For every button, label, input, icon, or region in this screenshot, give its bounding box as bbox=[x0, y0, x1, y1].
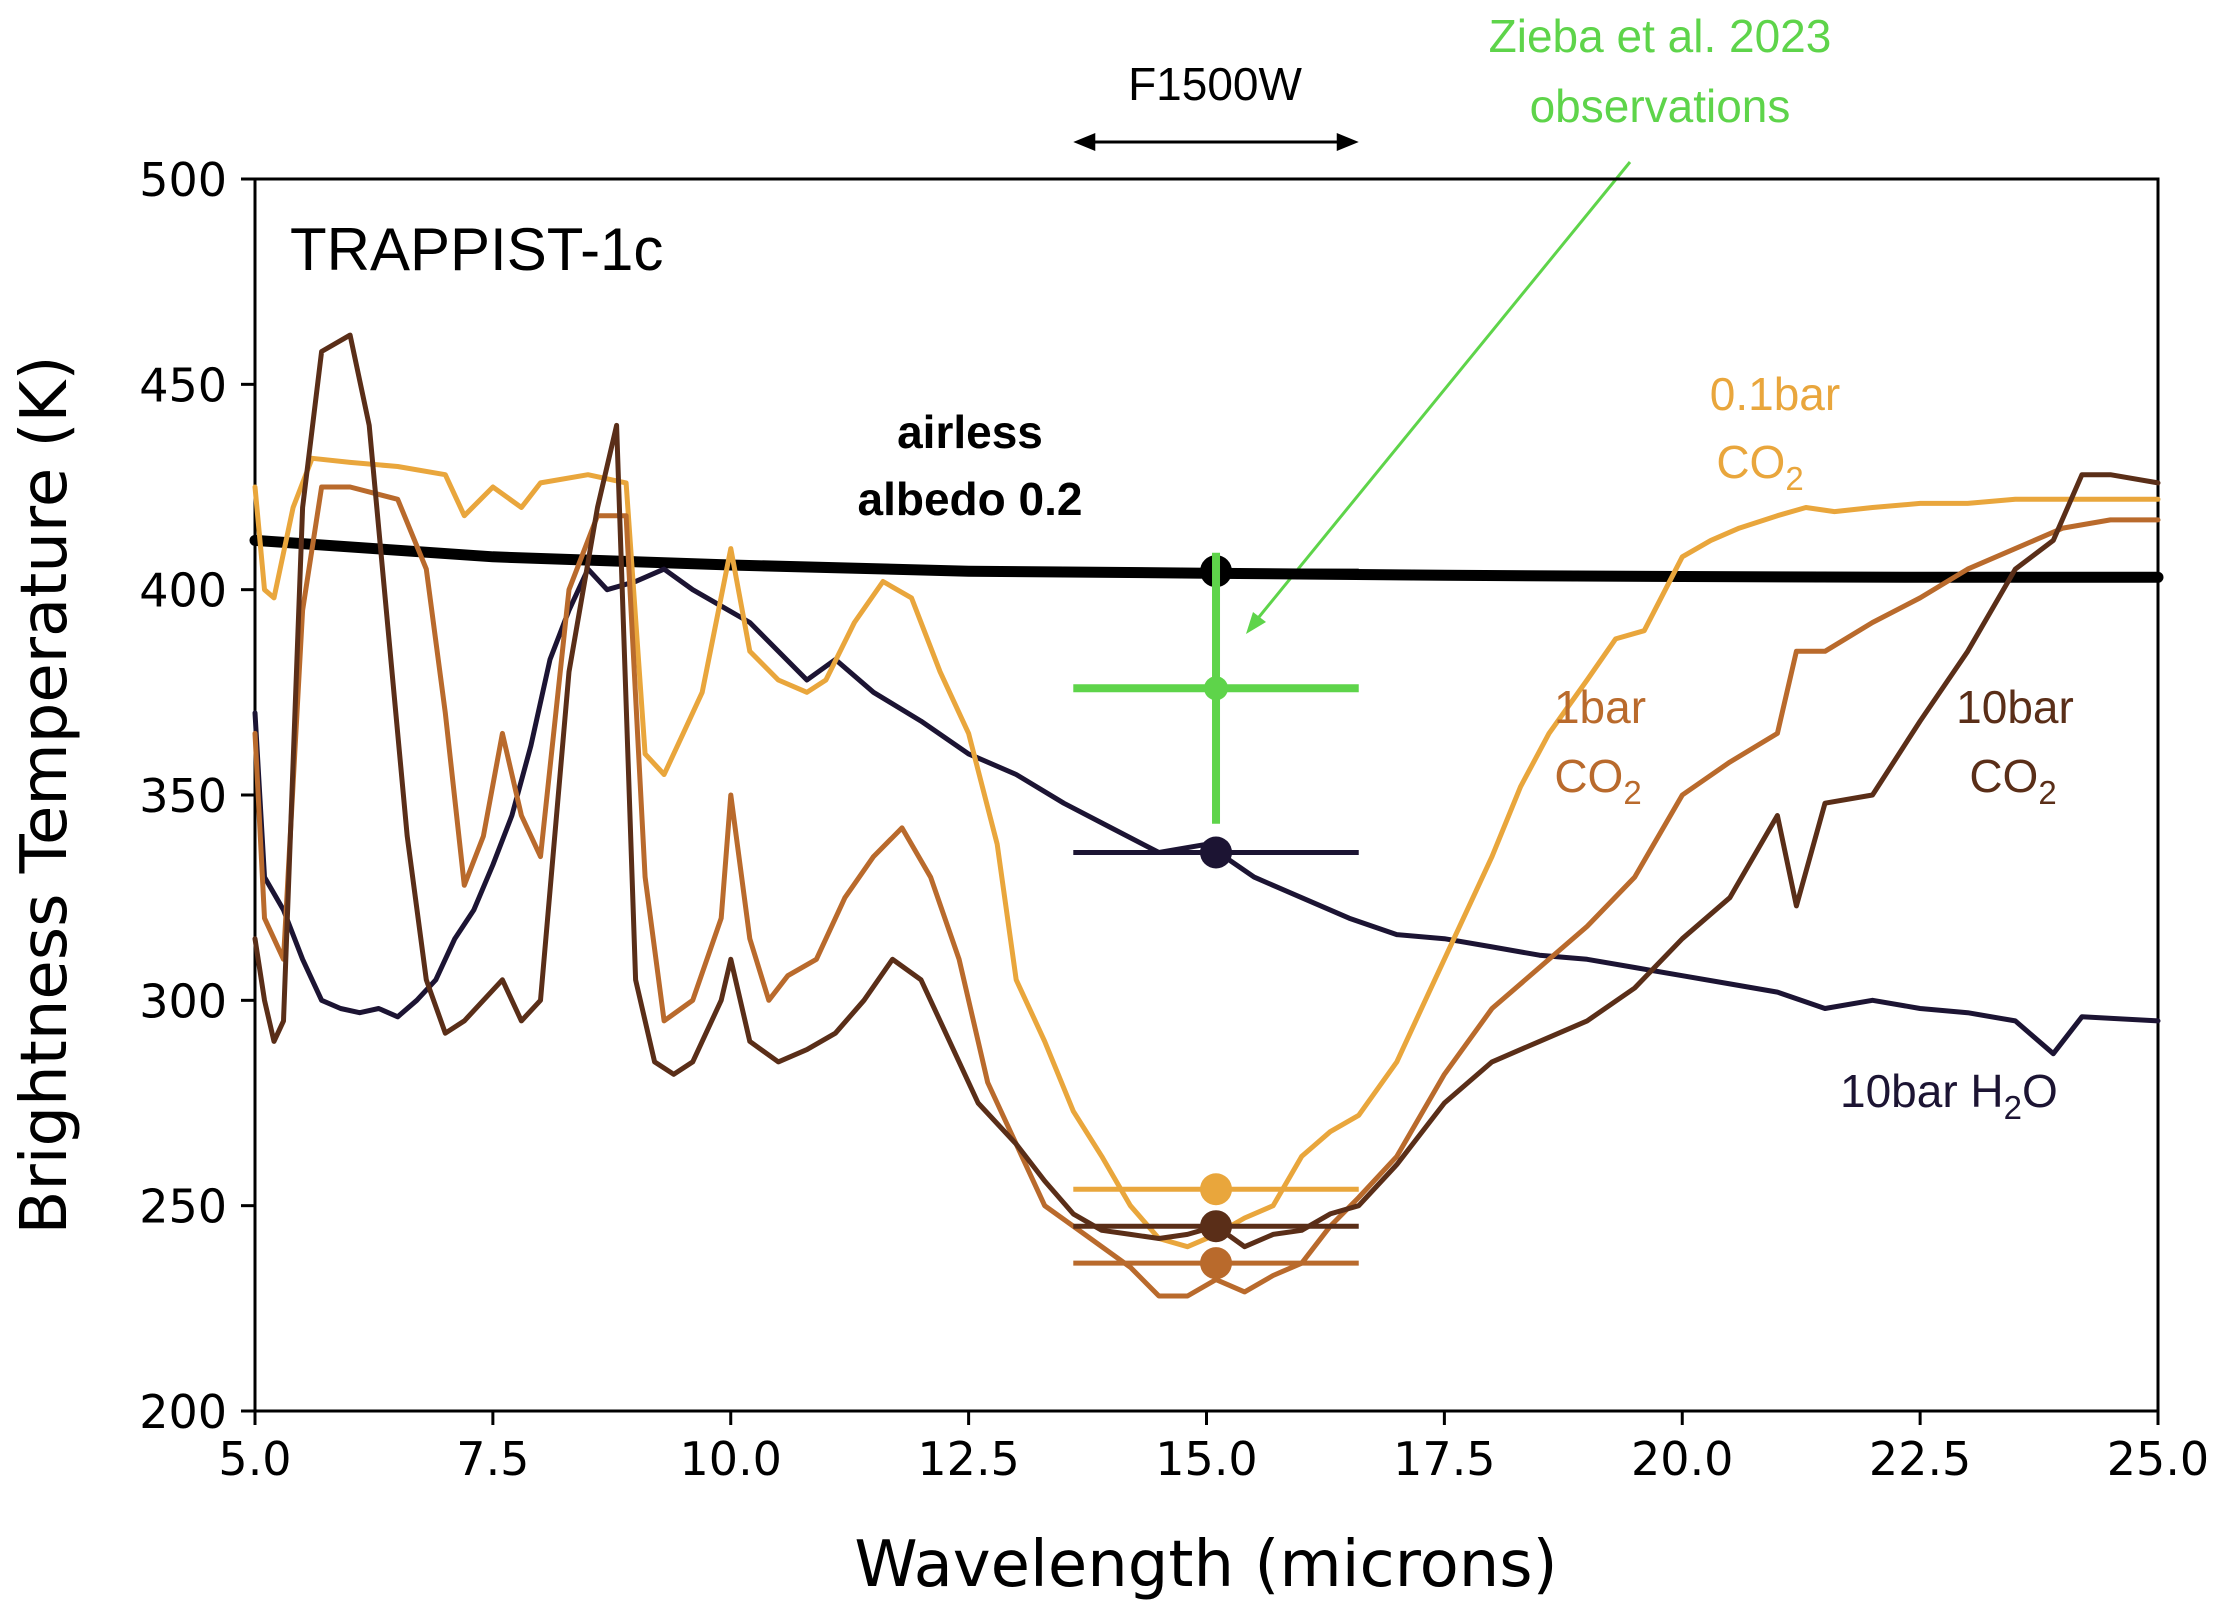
co2-1-label-line-1: 1bar bbox=[1554, 681, 1646, 733]
observation-point bbox=[1073, 552, 1359, 824]
h2o-10-label-text: 10bar H2O bbox=[1840, 1065, 2058, 1126]
h2o-10-label-text-main: 10bar H bbox=[1840, 1065, 2004, 1117]
x-tick-label-8: 25.0 bbox=[2107, 1432, 2209, 1486]
x-tick-label-4: 15.0 bbox=[1155, 1432, 1257, 1486]
x-axis: 5.0 7.5 10.0 12.5 15.0 17.5 20.0 22.5 25.0 bbox=[218, 1411, 2209, 1486]
x-tick-label-1: 7.5 bbox=[456, 1432, 529, 1486]
series-line-10bar-h2o bbox=[252, 566, 2161, 1057]
x-tick-label-7: 22.5 bbox=[1869, 1432, 1971, 1486]
co2-1-label-line-2: CO2 bbox=[1554, 750, 1641, 811]
y-tick-label-3: 350 bbox=[139, 769, 227, 823]
h2o-10-label: 10bar H2O bbox=[1840, 1065, 2058, 1126]
band-point-10bar-co2 bbox=[1200, 1210, 1233, 1243]
x-tick-label-2: 10.0 bbox=[680, 1432, 782, 1486]
co2-10-label-line-2-main: CO bbox=[1969, 750, 2038, 802]
co2-10-label-line-1: 10bar bbox=[1956, 681, 2074, 733]
h2o-10-label-text-tail: O bbox=[2022, 1065, 2058, 1117]
co2-1-label: 1bar CO2 bbox=[1554, 681, 1646, 811]
observation-annotation-line-1: Zieba et al. 2023 bbox=[1489, 10, 1832, 62]
band-point-10bar-h2o bbox=[1200, 836, 1233, 869]
y-tick-label-4: 400 bbox=[139, 564, 227, 618]
filter-arrow bbox=[1073, 133, 1359, 151]
co2-10-label-line-2: CO2 bbox=[1969, 750, 2056, 811]
h2o-10-label-text-subscript: 2 bbox=[2004, 1089, 2022, 1126]
x-tick-label-0: 5.0 bbox=[218, 1432, 291, 1486]
airless-label: airless albedo 0.2 bbox=[858, 406, 1083, 525]
band-point-1bar-co2 bbox=[1200, 1247, 1233, 1280]
filter-arrow-left-head bbox=[1073, 133, 1096, 151]
y-tick-label-0: 200 bbox=[139, 1385, 227, 1439]
co2-1-label-line-2-main: CO bbox=[1554, 750, 1623, 802]
observation-annotation: Zieba et al. 2023 observations bbox=[1489, 10, 1832, 132]
chart-title: TRAPPIST-1c bbox=[290, 216, 663, 283]
filter-label: F1500W bbox=[1128, 58, 1302, 110]
airless-label-line-2: albedo 0.2 bbox=[858, 473, 1083, 525]
x-tick-label-6: 20.0 bbox=[1631, 1432, 1733, 1486]
series-group bbox=[249, 332, 2164, 1299]
co2-01-label-line-2-subscript: 2 bbox=[1785, 460, 1803, 497]
y-axis-label: Brightness Temperature (K) bbox=[8, 356, 82, 1235]
co2-01-label: 0.1bar CO2 bbox=[1710, 368, 1840, 497]
airless-label-line-1: airless bbox=[897, 406, 1043, 458]
filter-arrow-right-head bbox=[1336, 133, 1359, 151]
y-tick-label-1: 250 bbox=[139, 1180, 227, 1234]
y-tick-label-6: 500 bbox=[139, 153, 227, 207]
observation-pointer-arrowhead bbox=[1246, 612, 1266, 634]
series-line-1bar-co2 bbox=[252, 484, 2161, 1299]
band-point-0-1bar-co2 bbox=[1200, 1173, 1233, 1206]
co2-01-label-line-1: 0.1bar bbox=[1710, 368, 1840, 420]
x-axis-label: Wavelength (microns) bbox=[854, 1528, 1557, 1602]
x-tick-label-5: 17.5 bbox=[1393, 1432, 1495, 1486]
co2-10-label-line-2-subscript: 2 bbox=[2038, 774, 2056, 811]
series-line-0-1bar-co2 bbox=[252, 455, 2161, 1250]
y-tick-label-5: 450 bbox=[139, 358, 227, 412]
co2-01-label-line-2: CO2 bbox=[1716, 436, 1803, 497]
observation-annotation-line-2: observations bbox=[1530, 80, 1791, 132]
series-line-10bar-co2 bbox=[252, 332, 2161, 1250]
y-axis: 200 250 300 350 400 450 500 bbox=[139, 153, 255, 1439]
x-tick-label-3: 12.5 bbox=[917, 1432, 1019, 1486]
co2-01-label-line-2-main: CO bbox=[1716, 436, 1785, 488]
co2-10-label: 10bar CO2 bbox=[1956, 681, 2074, 811]
co2-1-label-line-2-subscript: 2 bbox=[1623, 774, 1641, 811]
observation-pointer-arrow bbox=[1248, 161, 1632, 629]
observation-dot bbox=[1204, 676, 1229, 701]
y-tick-label-2: 300 bbox=[139, 974, 227, 1028]
